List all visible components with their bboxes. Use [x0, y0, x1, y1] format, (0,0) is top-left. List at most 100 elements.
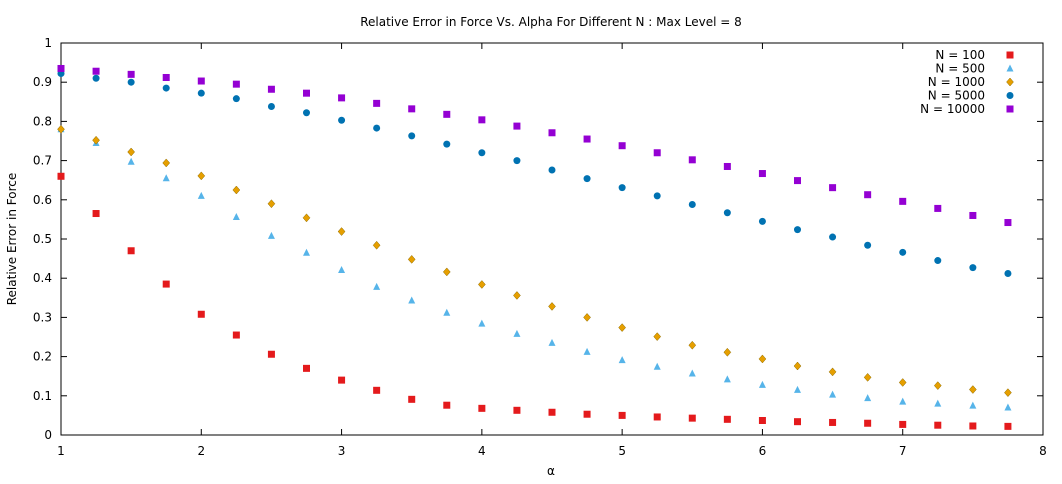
- data-point: [793, 361, 802, 371]
- data-point: [337, 227, 346, 236]
- data-point: [934, 399, 942, 407]
- data-point: [864, 191, 872, 199]
- data-point: [303, 248, 310, 256]
- data-point: [548, 408, 556, 416]
- data-point: [828, 367, 837, 377]
- legend-marker: [1006, 92, 1014, 99]
- data-point: [303, 89, 310, 97]
- data-point: [1004, 269, 1012, 277]
- legend-label: N = 10000: [920, 102, 985, 116]
- data-point: [92, 210, 100, 218]
- data-point: [548, 338, 556, 346]
- data-point: [127, 157, 135, 165]
- y-tick-label: 0.6: [33, 193, 52, 207]
- data-point: [232, 80, 240, 88]
- legend-label: N = 500: [935, 62, 985, 76]
- data-point: [1004, 388, 1012, 398]
- data-point: [478, 404, 486, 412]
- x-tick-label: 5: [618, 444, 626, 458]
- data-point: [513, 329, 521, 337]
- data-point: [583, 410, 591, 418]
- legend-marker: [1006, 105, 1014, 113]
- y-tick-label: 0.8: [33, 114, 52, 128]
- data-point: [723, 375, 731, 383]
- y-tick-label: 0.4: [33, 271, 52, 285]
- data-point: [478, 116, 486, 124]
- data-point: [829, 390, 837, 398]
- data-point: [864, 419, 872, 427]
- data-point: [127, 247, 135, 255]
- data-point: [162, 158, 171, 168]
- data-point: [899, 197, 907, 205]
- data-point: [548, 129, 556, 137]
- data-point: [618, 411, 626, 419]
- data-point: [548, 302, 556, 311]
- data-point: [548, 166, 556, 174]
- data-point: [829, 184, 837, 192]
- data-point: [794, 177, 801, 185]
- legend-label: N = 100: [935, 48, 985, 62]
- data-point: [758, 416, 766, 424]
- data-point: [583, 135, 591, 143]
- data-point: [758, 380, 766, 388]
- plot-frame: [60, 42, 1044, 436]
- data-point: [303, 364, 310, 372]
- data-point: [653, 413, 661, 421]
- data-point: [338, 116, 346, 124]
- data-point: [898, 378, 907, 387]
- data-point: [899, 420, 907, 428]
- data-point: [1004, 403, 1012, 411]
- data-point: [969, 401, 977, 409]
- data-point: [373, 282, 381, 290]
- x-axis-label: α: [547, 464, 555, 478]
- data-point: [162, 280, 170, 288]
- y-tick-label: 0.2: [33, 350, 52, 364]
- data-point: [899, 397, 907, 405]
- data-point: [443, 401, 451, 409]
- data-point: [863, 372, 872, 382]
- y-tick-label: 0.9: [33, 75, 52, 89]
- data-point: [407, 255, 416, 264]
- data-point: [758, 217, 766, 225]
- x-tick-label: 4: [478, 444, 486, 458]
- data-point: [127, 70, 135, 78]
- data-point: [232, 185, 241, 195]
- data-point: [232, 213, 240, 221]
- data-point: [688, 156, 696, 164]
- data-point: [653, 362, 661, 370]
- data-point: [618, 142, 626, 150]
- data-point: [829, 233, 837, 241]
- y-tick-label: 0.5: [33, 232, 52, 246]
- data-point: [688, 369, 696, 377]
- x-tick-label: 6: [759, 444, 767, 458]
- axis-ticks: 1 2 3 4 5 6 7 8 0 0.1 0.2 0.3 0.4 0.5 0.6 0.7 0.8 0.9 1: [33, 36, 1047, 458]
- chart-title: Relative Error in Force Vs. Alpha For Di…: [360, 15, 742, 29]
- data-point: [162, 174, 170, 182]
- data-point: [688, 414, 696, 422]
- data-point: [583, 347, 591, 355]
- data-point: [794, 226, 801, 234]
- data-point: [478, 280, 486, 289]
- data-point: [618, 356, 626, 364]
- data-point: [934, 257, 942, 265]
- legend-marker: [1006, 64, 1014, 72]
- data-point: [303, 109, 310, 117]
- y-tick-label: 1: [44, 36, 52, 50]
- data-point: [92, 67, 100, 75]
- data-point: [513, 406, 521, 414]
- x-tick-label: 7: [899, 444, 907, 458]
- data-point: [723, 162, 731, 170]
- data-point: [688, 201, 696, 209]
- data-point: [302, 213, 311, 223]
- data-point: [653, 192, 661, 200]
- data-point: [969, 422, 977, 430]
- data-point: [723, 415, 731, 423]
- x-tick-label: 3: [338, 444, 346, 458]
- y-axis-label: Relative Error in Force: [5, 173, 19, 306]
- data-point: [443, 140, 451, 148]
- data-point: [57, 64, 65, 72]
- data-point: [232, 331, 240, 339]
